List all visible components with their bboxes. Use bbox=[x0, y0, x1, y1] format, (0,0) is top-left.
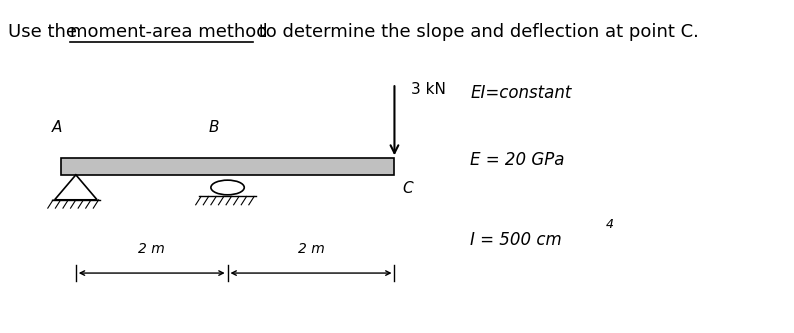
Polygon shape bbox=[55, 175, 97, 200]
Text: 2 m: 2 m bbox=[298, 242, 325, 256]
Text: 4: 4 bbox=[605, 218, 613, 231]
Text: I = 500 cm: I = 500 cm bbox=[470, 231, 562, 249]
Text: Use the: Use the bbox=[8, 23, 83, 41]
Text: moment-area method: moment-area method bbox=[70, 23, 268, 41]
Circle shape bbox=[211, 180, 245, 195]
Text: to determine the slope and deflection at point C.: to determine the slope and deflection at… bbox=[252, 23, 699, 41]
Text: 2 m: 2 m bbox=[138, 242, 165, 256]
Text: C: C bbox=[403, 181, 414, 196]
Text: E = 20 GPa: E = 20 GPa bbox=[470, 151, 565, 169]
Text: A: A bbox=[52, 120, 62, 135]
Text: B: B bbox=[209, 120, 219, 135]
FancyBboxPatch shape bbox=[60, 158, 395, 175]
Text: EI=constant: EI=constant bbox=[470, 84, 572, 102]
Text: 3 kN: 3 kN bbox=[411, 82, 446, 97]
